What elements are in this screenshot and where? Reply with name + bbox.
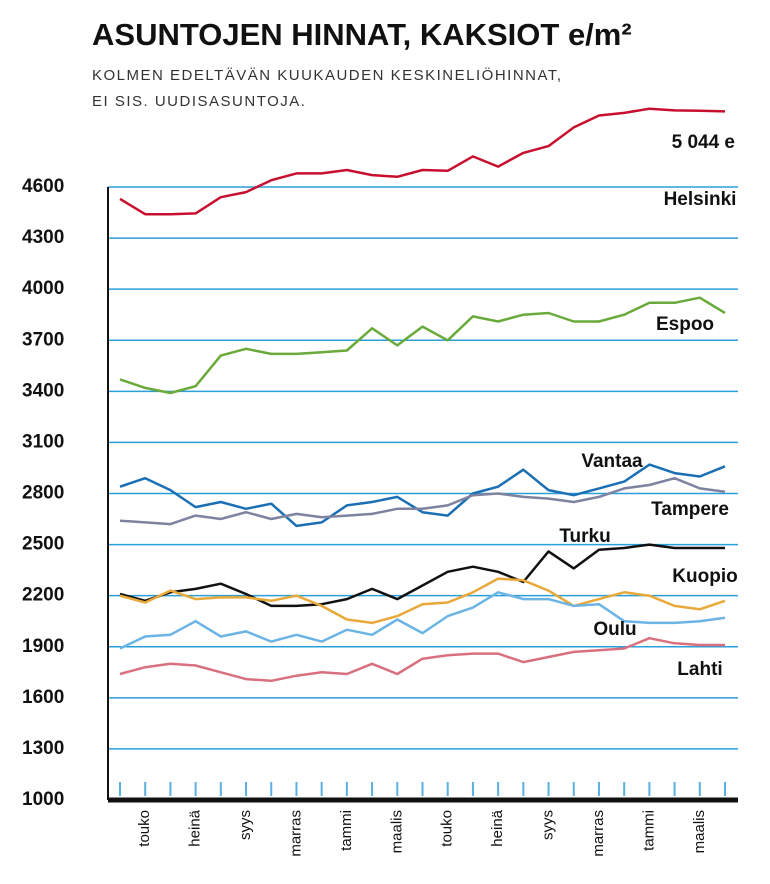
series-label: Helsinki <box>664 189 737 210</box>
x-tick-label: maalis <box>691 810 708 853</box>
x-tick-label: heinä <box>489 809 506 846</box>
y-tick-label: 1600 <box>22 687 64 708</box>
series-label: Vantaa <box>581 451 643 472</box>
series-label: Lahti <box>677 659 722 680</box>
x-tick-label: syys <box>237 810 254 840</box>
line <box>119 591 726 650</box>
series-label: Tampere <box>651 499 729 520</box>
series-label: Kuopio <box>672 566 737 587</box>
y-tick-label: 2500 <box>22 534 64 555</box>
x-tick-label: touko <box>136 810 153 847</box>
y-tick-label: 1300 <box>22 738 64 759</box>
y-tick-label: 4300 <box>22 227 64 248</box>
y-tick-label: 4600 <box>22 176 64 197</box>
x-tick-label: marras <box>590 810 607 857</box>
x-tick-label: touko <box>439 810 456 847</box>
line <box>119 296 726 395</box>
y-tick-label: 4000 <box>22 278 64 299</box>
line <box>119 463 726 528</box>
chart-title: ASUNTOJEN HINNAT, KAKSIOT e/m² <box>92 17 632 52</box>
x-tick-label: tammi <box>640 810 657 851</box>
x-tick-label: maalis <box>388 810 405 853</box>
y-tick-label: 2800 <box>22 483 64 504</box>
x-tick-label: syys <box>540 810 557 840</box>
line <box>119 636 725 683</box>
series-label: Oulu <box>593 619 636 640</box>
x-tick-label: heinä <box>187 809 204 846</box>
y-tick-label: 1000 <box>22 789 64 810</box>
line <box>119 107 726 216</box>
series-label: Espoo <box>656 314 714 335</box>
line <box>119 476 726 526</box>
annotation: 5 044 e <box>672 132 735 153</box>
series-label: Turku <box>559 526 610 547</box>
x-tick-label: marras <box>287 810 304 857</box>
subtitle: EI SIS. UUDISASUNTOJA. <box>92 93 306 110</box>
line <box>119 543 725 608</box>
y-tick-label: 1900 <box>22 636 64 657</box>
y-tick-label: 2200 <box>22 585 64 606</box>
y-tick-label: 3700 <box>22 329 64 350</box>
subtitle: KOLMEN EDELTÄVÄN KUUKAUDEN KESKINELIÖHIN… <box>92 66 563 84</box>
y-tick-label: 3400 <box>22 380 64 401</box>
y-tick-label: 3100 <box>22 431 64 452</box>
x-tick-label: tammi <box>338 810 355 851</box>
line <box>119 577 726 625</box>
